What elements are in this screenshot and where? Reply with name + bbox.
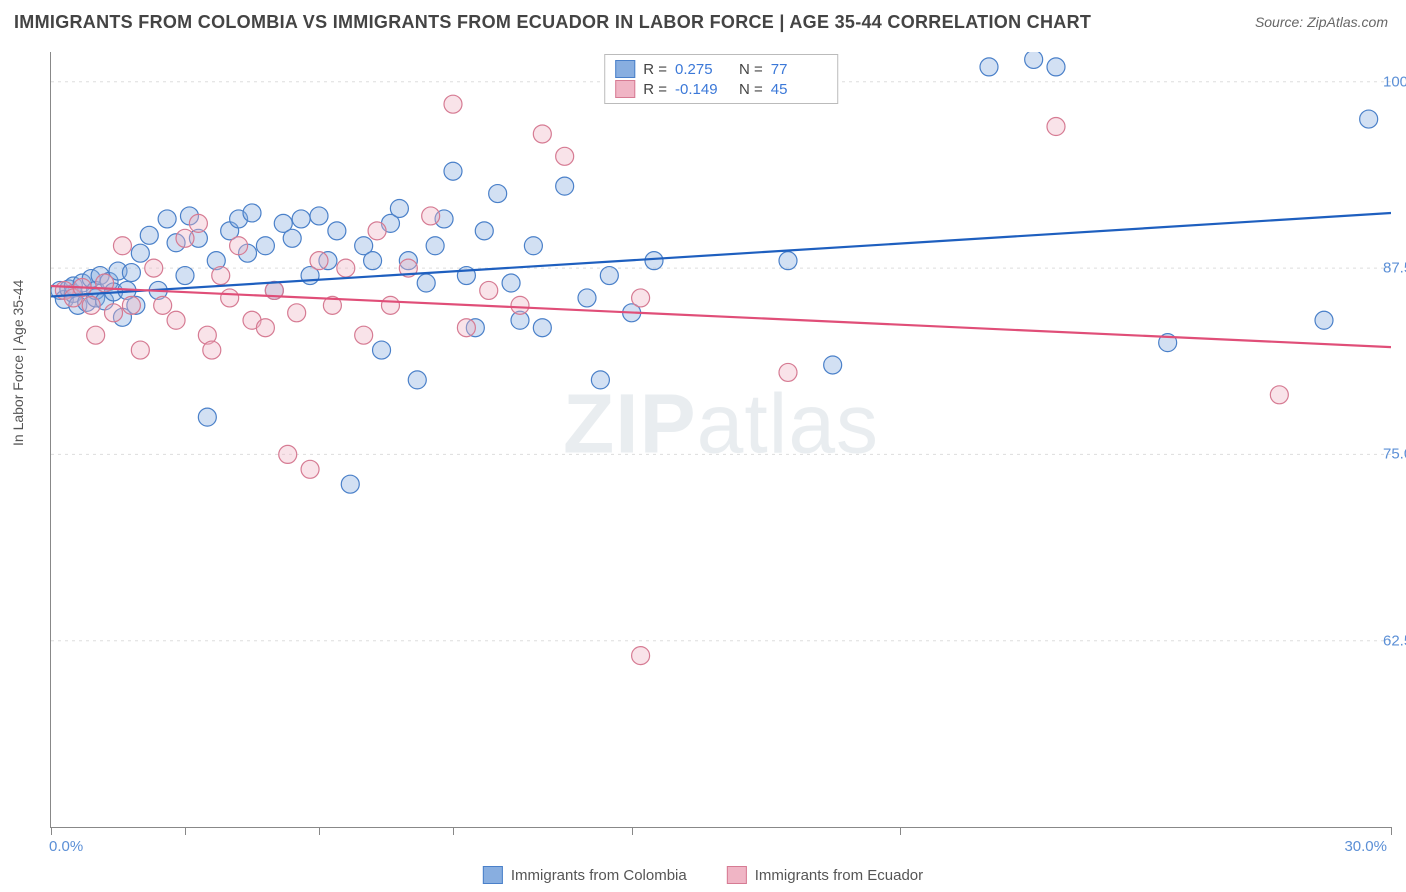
x-tick-mark: [453, 827, 454, 835]
legend-item: Immigrants from Colombia: [483, 866, 687, 884]
x-tick-label: 0.0%: [49, 838, 83, 855]
x-tick-mark: [51, 827, 52, 835]
n-label: N =: [739, 61, 763, 78]
source-label: Source: ZipAtlas.com: [1255, 14, 1388, 30]
n-value: 45: [771, 81, 827, 98]
x-tick-mark: [900, 827, 901, 835]
legend-swatch-icon: [483, 866, 503, 884]
r-label: R =: [643, 61, 667, 78]
x-tick-mark: [632, 827, 633, 835]
legend-swatch-icon: [727, 866, 747, 884]
legend-item: Immigrants from Ecuador: [727, 866, 923, 884]
y-tick-label: 100.0%: [1383, 73, 1406, 90]
n-value: 77: [771, 61, 827, 78]
series-legend: Immigrants from Colombia Immigrants from…: [483, 866, 923, 884]
chart-title: IMMIGRANTS FROM COLOMBIA VS IMMIGRANTS F…: [14, 12, 1091, 33]
x-tick-mark: [319, 827, 320, 835]
x-tick-mark: [185, 827, 186, 835]
y-tick-label: 62.5%: [1383, 632, 1406, 649]
r-label: R =: [643, 81, 667, 98]
legend-swatch-icon: [615, 60, 635, 78]
plot-area: ZIPatlas R = 0.275 N = 77 R = -0.149 N =…: [50, 52, 1391, 828]
legend-label: Immigrants from Colombia: [511, 867, 687, 884]
chart-svg: [51, 52, 1391, 827]
y-tick-label: 87.5%: [1383, 260, 1406, 277]
x-tick-mark: [1391, 827, 1392, 835]
x-tick-label: 30.0%: [1344, 838, 1387, 855]
chart-container: IMMIGRANTS FROM COLOMBIA VS IMMIGRANTS F…: [0, 0, 1406, 892]
legend-label: Immigrants from Ecuador: [755, 867, 923, 884]
y-axis-label: In Labor Force | Age 35-44: [10, 280, 26, 446]
legend-swatch-icon: [615, 80, 635, 98]
r-value: -0.149: [675, 81, 731, 98]
y-tick-label: 75.0%: [1383, 446, 1406, 463]
r-value: 0.275: [675, 61, 731, 78]
n-label: N =: [739, 81, 763, 98]
stats-legend-row: R = -0.149 N = 45: [615, 79, 827, 99]
stats-legend: R = 0.275 N = 77 R = -0.149 N = 45: [604, 54, 838, 104]
stats-legend-row: R = 0.275 N = 77: [615, 59, 827, 79]
